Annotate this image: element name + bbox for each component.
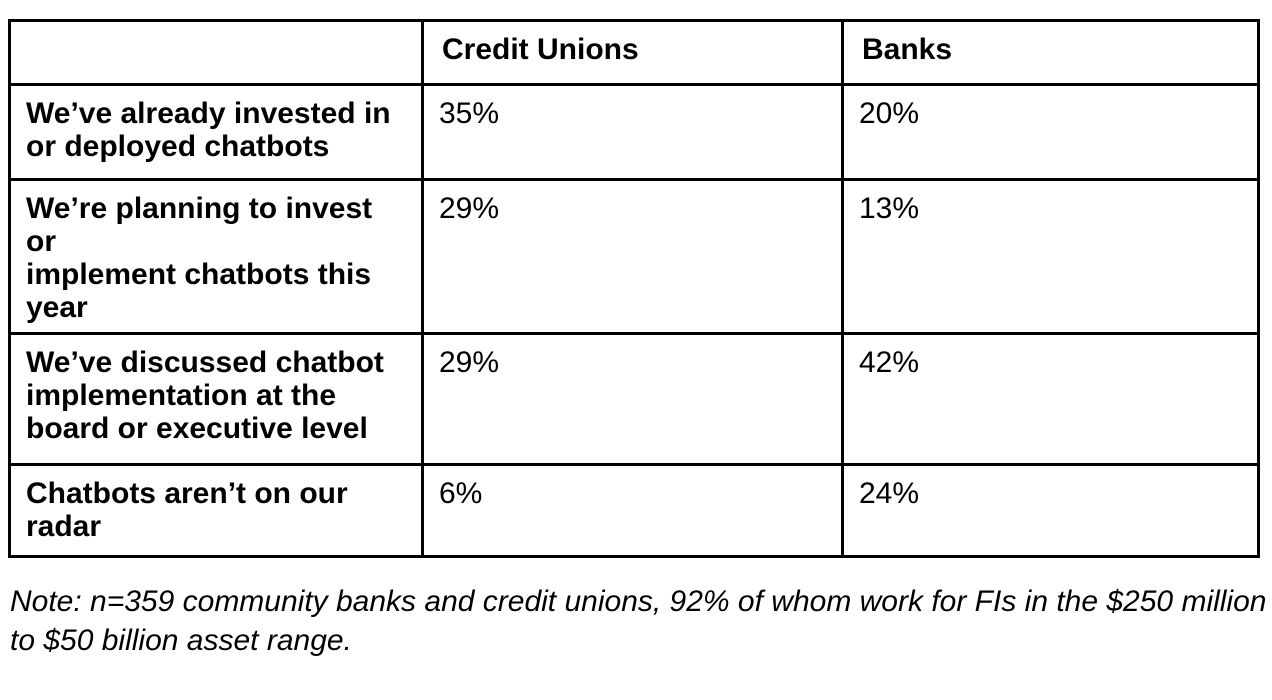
header-cell-banks: Banks <box>841 19 1260 86</box>
value-discussed-banks: 42% <box>841 332 1260 466</box>
header-cell-empty <box>8 19 424 86</box>
header-cell-credit-unions: Credit Unions <box>421 19 844 86</box>
footnote-note: Note: n=359 community banks and credit u… <box>10 585 1267 657</box>
table-header-row: Credit Unions Banks <box>8 19 1260 86</box>
row-label-invested: We’ve already invested in or deployed ch… <box>8 83 424 181</box>
value-planning-credit-unions: 29% <box>421 178 844 335</box>
table-row: Chatbots aren’t on our radar 6% 24% <box>8 463 1260 558</box>
value-not-on-radar-banks: 24% <box>841 463 1260 558</box>
footnote-block: Note: n=359 community banks and credit u… <box>10 543 1272 700</box>
row-label-discussed: We’ve discussed chatbot implementation a… <box>8 332 424 466</box>
table-row: We’re planning to invest or implement ch… <box>8 178 1260 335</box>
row-label-planning: We’re planning to invest or implement ch… <box>8 178 424 335</box>
table-row: We’ve discussed chatbot implementation a… <box>8 332 1260 466</box>
value-discussed-credit-unions: 29% <box>421 332 844 466</box>
chatbot-adoption-table: Credit Unions Banks We’ve already invest… <box>8 19 1260 558</box>
table-row: We’ve already invested in or deployed ch… <box>8 83 1260 181</box>
row-label-not-on-radar: Chatbots aren’t on our radar <box>8 463 424 558</box>
value-planning-banks: 13% <box>841 178 1260 335</box>
value-invested-credit-unions: 35% <box>421 83 844 181</box>
value-invested-banks: 20% <box>841 83 1260 181</box>
value-not-on-radar-credit-unions: 6% <box>421 463 844 558</box>
